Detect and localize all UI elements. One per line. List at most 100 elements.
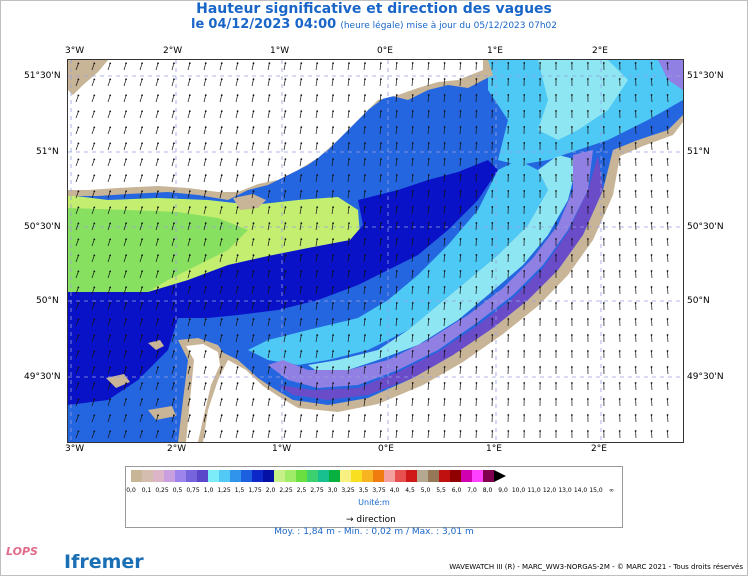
direction-arrow-head [523,222,526,224]
direction-arrow-head [507,190,510,192]
direction-arrow-head [77,350,80,353]
direction-arrow-head [364,158,366,160]
channel-island-guernsey[interactable] [106,374,130,388]
isle-of-wight-land[interactable] [233,194,266,210]
direction-arrow [443,366,445,375]
direction-arrow [219,319,223,327]
direction-arrow-head [220,190,223,193]
direction-arrow-head [380,414,382,416]
direction-arrow-head [348,414,350,416]
direction-arrow [235,287,238,295]
direction-arrow [107,415,111,423]
direction-arrow-head [555,238,557,240]
direction-arrow-head [507,174,510,176]
direction-arrow-head [220,334,223,337]
direction-arrow-head [634,334,637,336]
colorbar-tick-label: 0,75 [186,487,200,494]
direction-arrow [299,255,302,263]
direction-arrow-head [188,382,191,385]
direction-arrow [123,191,127,199]
direction-arrow-head [204,334,207,337]
direction-arrow [299,415,302,423]
direction-arrow [459,94,461,103]
direction-arrow [187,383,191,391]
channel-island-jersey[interactable] [148,406,176,420]
direction-arrow-head [141,382,143,385]
direction-arrow [283,287,286,295]
direction-arrow [267,399,270,407]
direction-arrow [75,95,79,103]
direction-arrow [123,111,127,119]
direction-arrow [219,383,223,391]
direction-arrow-head [395,414,398,416]
direction-arrow [171,143,175,151]
direction-arrow-head [475,382,478,384]
direction-arrow-head [93,318,96,321]
direction-arrow [395,174,398,183]
colorbar-tick-label: 2,5 [296,487,307,494]
colorbar-tick-label: 11,0 [527,487,541,494]
direction-arrow-head [93,158,96,161]
colorbar-tick-label: 12,0 [542,487,557,494]
direction-arrow [315,159,318,167]
direction-arrow-head [157,94,159,97]
lat-label-right: 49°30'N [687,372,724,382]
direction-arrow-head [268,174,271,176]
direction-arrow-head [459,366,462,368]
direction-arrow-head [618,334,621,336]
direction-arrow [75,399,79,407]
direction-arrow-head [380,190,382,193]
direction-arrow [379,287,382,295]
direction-arrow [203,127,207,135]
direction-arrow [427,270,430,279]
direction-arrow [667,398,669,407]
direction-arrow-head [109,222,112,225]
direction-arrow-head [618,206,621,208]
direction-arrow-head [236,94,239,97]
channel-island-alderney[interactable] [148,340,164,350]
direction-arrow-icon: → [346,515,354,525]
direction-arrow-head [491,94,494,96]
direction-arrow-head [587,270,589,272]
direction-arrow-head [364,350,366,352]
direction-arrow [411,158,414,167]
direction-arrow-head [220,350,223,353]
direction-arrow-head [666,254,669,256]
direction-arrow [315,287,318,295]
direction-arrow-head [459,222,462,224]
direction-arrow-head [666,158,669,160]
direction-arrow-head [555,350,557,352]
direction-arrow-head [300,270,303,272]
direction-arrow [235,335,238,343]
direction-arrow [203,95,207,103]
direction-arrow-head [587,414,589,416]
direction-arrow-head [602,94,605,96]
wave-map[interactable] [67,59,684,443]
direction-arrow [155,399,159,407]
direction-arrow-head [443,270,446,272]
direction-arrow-head [555,398,557,400]
direction-arrow-head [555,62,557,64]
direction-arrow [283,303,286,311]
colorbar-swatch [428,470,439,482]
direction-arrow [443,206,445,215]
direction-arrow [363,239,366,247]
direction-arrow [427,350,430,359]
direction-arrow-head [380,174,382,176]
direction-arrow-head [284,238,287,241]
direction-arrow-head [284,254,287,256]
direction-arrow-head [491,126,494,128]
direction-arrow-head [650,270,653,272]
direction-arrow-head [316,222,319,225]
direction-arrow [395,238,398,247]
direction-arrow [331,159,334,167]
direction-arrow-head [395,110,398,112]
direction-arrow [331,399,334,407]
direction-arrow-head [539,414,541,416]
direction-arrow [267,111,270,119]
direction-arrow [427,222,430,231]
direction-arrow [123,415,127,423]
direction-arrow-head [300,430,303,432]
direction-arrow [315,431,318,439]
direction-arrow [411,286,414,295]
